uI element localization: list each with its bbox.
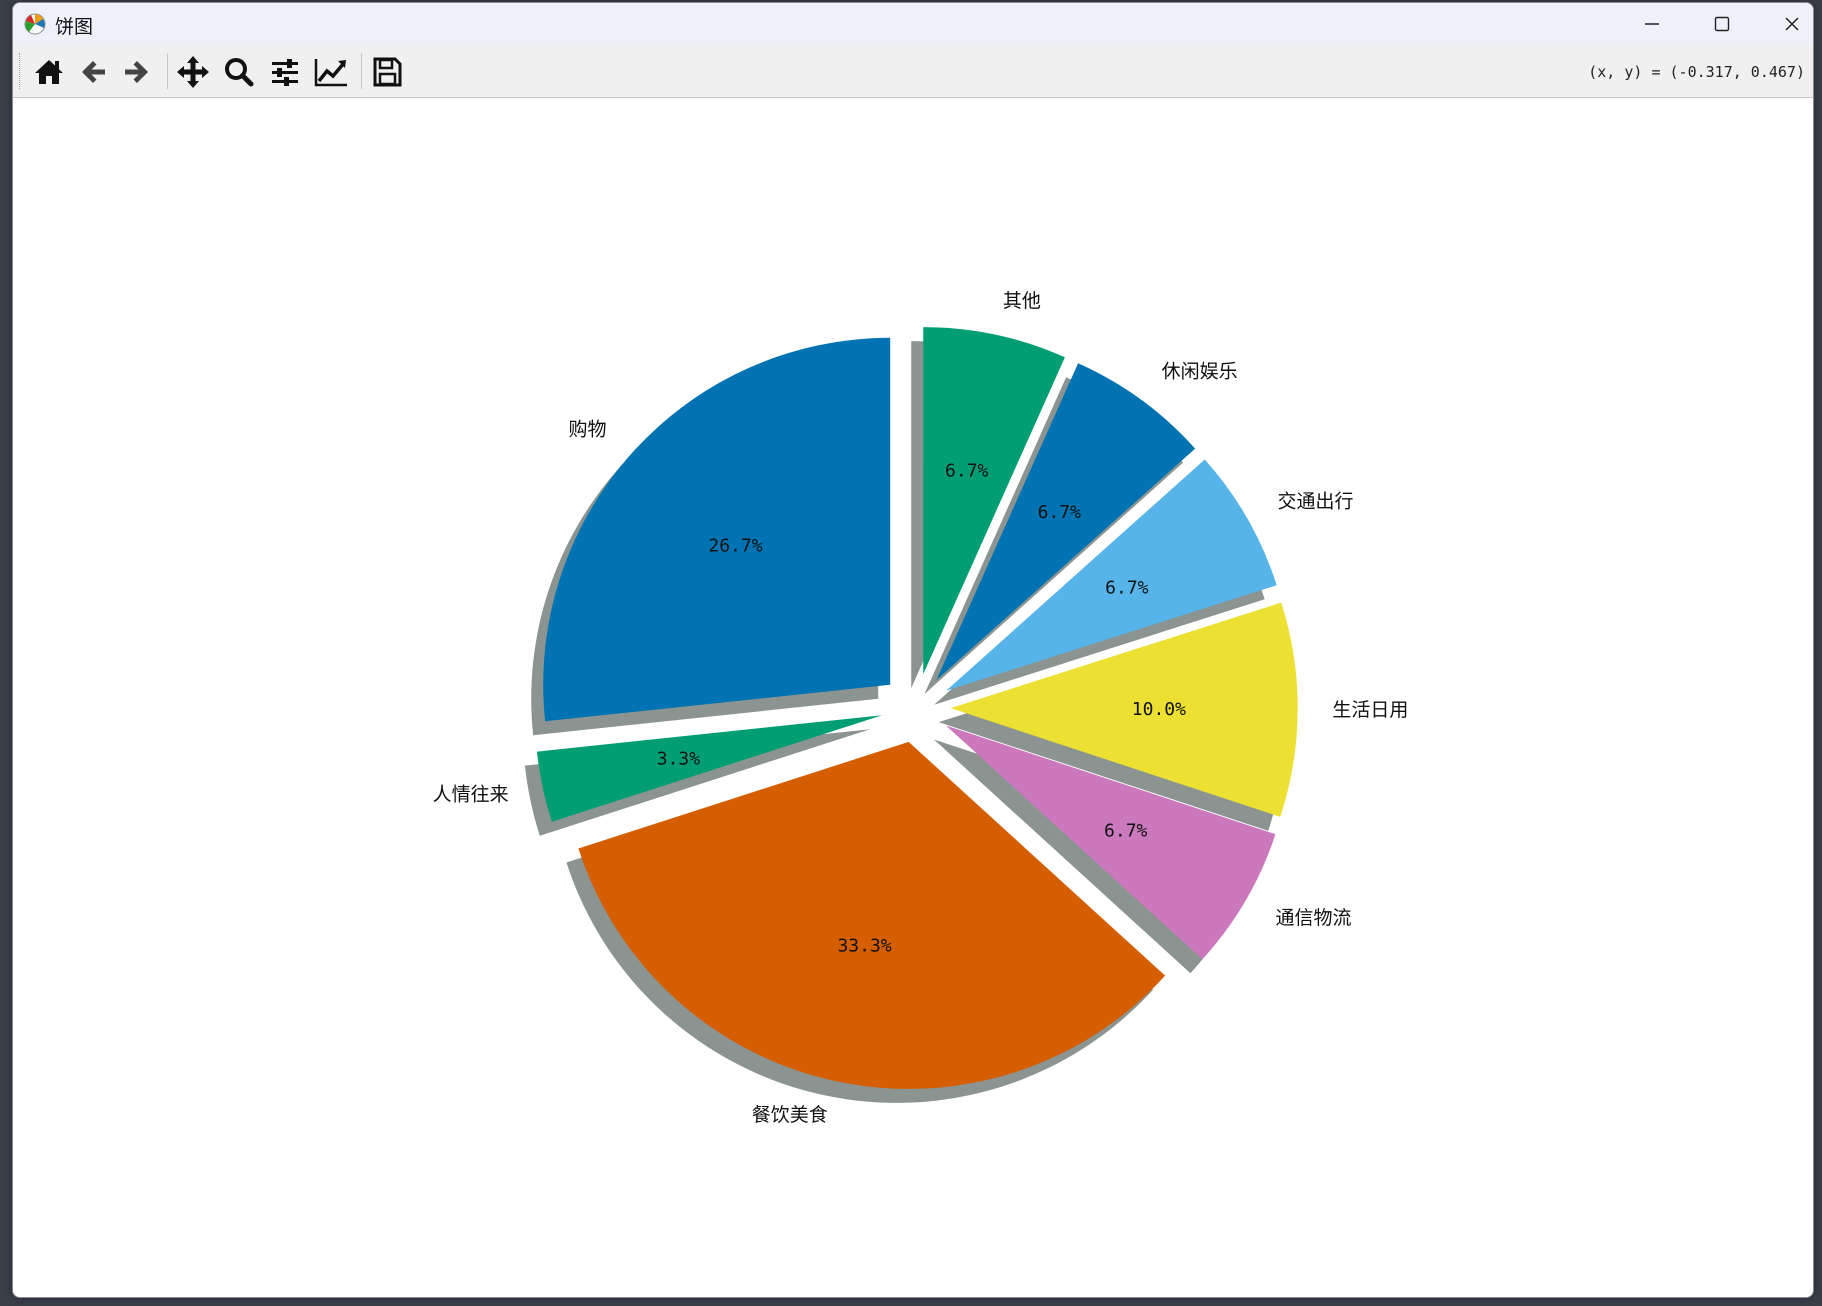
slice-percent-label: 6.7% xyxy=(1104,821,1148,842)
floppy-icon xyxy=(373,57,402,87)
pie-slice xyxy=(936,363,1196,680)
save-button[interactable] xyxy=(367,53,407,91)
pie-slice xyxy=(536,715,883,822)
zoom-button[interactable] xyxy=(219,53,259,91)
edit-axis-button[interactable] xyxy=(311,53,351,91)
matplotlib-icon xyxy=(24,13,46,35)
slice-percent-label: 6.7% xyxy=(1038,502,1082,523)
navigation-toolbar: (x, y) = (-0.317, 0.467) xyxy=(13,45,1813,98)
pie-labels: 6.7% 其他 6.7% 休闲娱乐 6.7% 交通出行 10.0% 生活日用 6.7% 通信物流 3… xyxy=(433,290,1409,1126)
arrow-right-icon xyxy=(125,61,148,83)
maximize-button[interactable] xyxy=(1687,3,1757,45)
coordinate-readout: (x, y) = (-0.317, 0.467) xyxy=(1588,63,1805,81)
slice-percent-label: 26.7% xyxy=(708,536,762,557)
toolbar-grip[interactable] xyxy=(19,53,22,89)
slice-percent-label: 33.3% xyxy=(837,935,891,956)
slice-category-label: 休闲娱乐 xyxy=(1162,361,1238,383)
back-button[interactable] xyxy=(73,53,113,91)
line-chart-icon xyxy=(314,59,347,87)
move-icon xyxy=(177,56,209,88)
slice-category-label: 购物 xyxy=(568,418,606,440)
sliders-icon xyxy=(272,59,298,86)
slice-category-label: 人情往来 xyxy=(433,783,509,805)
slice-percent-label: 6.7% xyxy=(1105,577,1149,598)
pie-slice xyxy=(946,459,1277,691)
pie-slice xyxy=(923,327,1065,675)
arrow-left-icon xyxy=(82,61,105,83)
title-bar[interactable]: 饼图 xyxy=(13,3,1813,45)
slice-category-label: 餐饮美食 xyxy=(752,1104,828,1126)
window-title: 饼图 xyxy=(55,16,94,38)
slice-percent-label: 10.0% xyxy=(1132,699,1186,720)
pie-slices xyxy=(536,327,1298,1089)
pie-chart: 6.7% 其他 6.7% 休闲娱乐 6.7% 交通出行 10.0% 生活日用 6.7% 通信物流 3… xyxy=(433,290,1409,1126)
toolbar-separator xyxy=(361,53,362,89)
close-icon xyxy=(1785,17,1799,31)
minimize-icon xyxy=(1645,23,1659,25)
close-button[interactable] xyxy=(1757,3,1813,45)
magnifier-icon xyxy=(225,58,254,87)
pie-slice xyxy=(945,725,1276,960)
forward-button[interactable] xyxy=(117,53,157,91)
home-icon xyxy=(35,60,63,84)
pie-slice xyxy=(578,741,1166,1089)
pie-slice xyxy=(950,602,1298,817)
slice-percent-label: 6.7% xyxy=(945,460,989,481)
slice-category-label: 交通出行 xyxy=(1277,490,1353,512)
pie-slice xyxy=(543,337,891,722)
pan-button[interactable] xyxy=(173,53,213,91)
pie-slice-shadow xyxy=(524,729,871,836)
plot-window: 饼图 xyxy=(12,2,1814,1298)
minimize-button[interactable] xyxy=(1617,3,1687,45)
figure-canvas[interactable]: 6.7% 其他 6.7% 休闲娱乐 6.7% 交通出行 10.0% 生活日用 6.7% 通信物流 3… xyxy=(13,98,1813,1297)
slice-category-label: 通信物流 xyxy=(1276,907,1352,929)
home-button[interactable] xyxy=(29,53,69,91)
slice-category-label: 生活日用 xyxy=(1332,699,1408,721)
configure-subplots-button[interactable] xyxy=(265,53,305,91)
toolbar-separator xyxy=(167,53,168,89)
slice-percent-label: 3.3% xyxy=(657,748,701,769)
slice-category-label: 其他 xyxy=(1003,290,1041,312)
maximize-icon xyxy=(1714,16,1730,32)
